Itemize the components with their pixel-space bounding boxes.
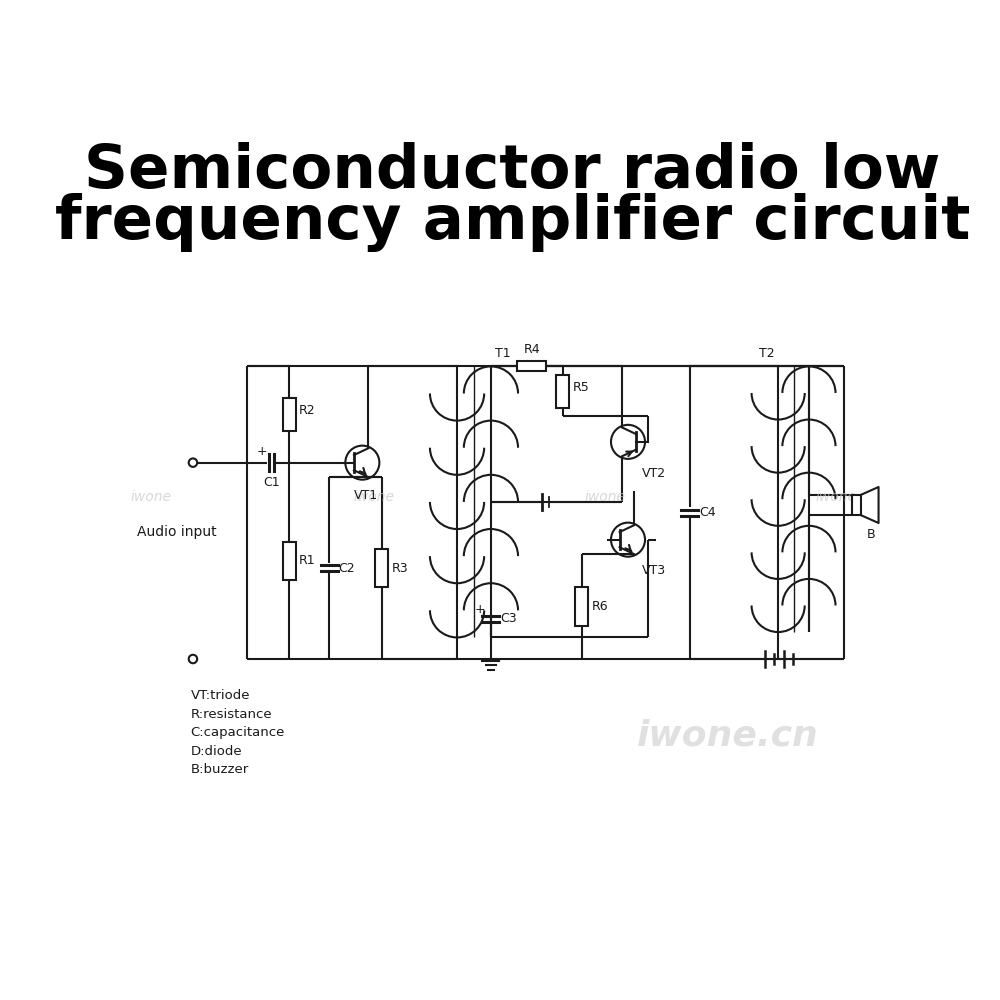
Text: C4: C4 [699, 506, 715, 519]
Text: R:resistance: R:resistance [191, 708, 272, 721]
Bar [575, 587, 588, 626]
Text: iwone: iwone [353, 490, 394, 504]
Text: R6: R6 [592, 600, 608, 613]
Circle shape [611, 523, 645, 557]
Bar [517, 361, 546, 371]
Text: R4: R4 [523, 343, 540, 356]
Bar [375, 549, 388, 587]
Text: R5: R5 [573, 381, 589, 394]
Text: frequency amplifier circuit: frequency amplifier circuit [55, 193, 970, 252]
Text: C3: C3 [500, 612, 517, 625]
Text: iwone: iwone [130, 490, 171, 504]
Text: T2: T2 [759, 347, 774, 360]
Circle shape [345, 446, 379, 480]
Circle shape [189, 655, 197, 663]
Text: R2: R2 [299, 404, 316, 417]
Text: VT2: VT2 [642, 467, 666, 480]
Text: T1: T1 [495, 347, 510, 360]
Text: iwone: iwone [815, 490, 856, 504]
Text: R1: R1 [299, 554, 316, 567]
Text: iwone.cn: iwone.cn [637, 719, 819, 753]
Circle shape [611, 425, 645, 459]
Text: iwone: iwone [584, 490, 625, 504]
Bar [283, 398, 296, 431]
Bar [852, 495, 861, 515]
Text: Audio input: Audio input [137, 525, 216, 539]
Text: VT1: VT1 [354, 489, 378, 502]
Text: Semiconductor radio low: Semiconductor radio low [84, 142, 941, 201]
Bar [283, 542, 296, 580]
Text: B: B [867, 528, 876, 541]
Text: +: + [256, 445, 267, 458]
Text: VT:triode: VT:triode [191, 689, 250, 702]
Text: D:diode: D:diode [191, 745, 242, 758]
Bar [556, 375, 569, 408]
Text: C2: C2 [338, 562, 355, 575]
Text: R3: R3 [392, 562, 408, 575]
Text: C1: C1 [263, 476, 280, 489]
Text: C:capacitance: C:capacitance [191, 726, 285, 739]
Text: VT3: VT3 [642, 564, 666, 577]
Text: +: + [475, 603, 485, 616]
Text: B:buzzer: B:buzzer [191, 763, 249, 776]
Circle shape [189, 458, 197, 467]
